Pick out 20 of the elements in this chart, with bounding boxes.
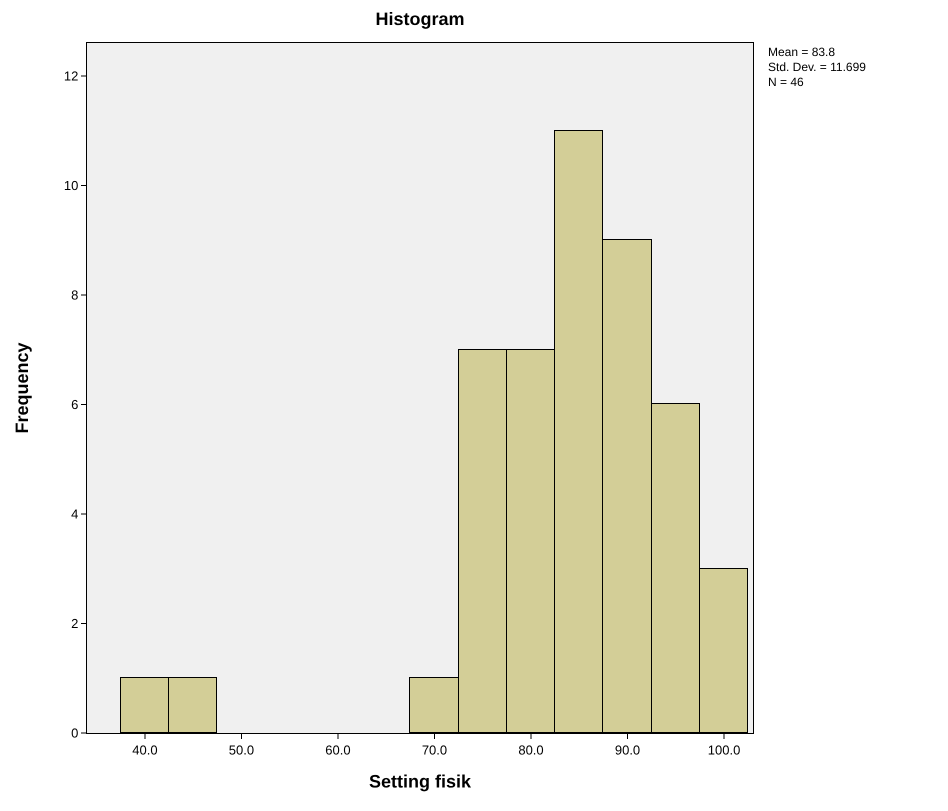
- x-tick-label: 60.0: [325, 742, 351, 758]
- y-tick-label: 2: [71, 616, 78, 632]
- x-axis-title: Setting fisik: [368, 772, 472, 792]
- text: N = 46: [768, 75, 804, 89]
- y-axis-title: Frequency: [12, 342, 32, 434]
- x-tick-label: 40.0: [132, 742, 158, 758]
- x-tick-label: 100.0: [708, 742, 740, 758]
- y-tick-label: 0: [71, 726, 78, 741]
- text: Mean = 83.8: [768, 45, 836, 59]
- y-tick-label: 8: [71, 287, 78, 302]
- x-tick-label: 50.0: [228, 742, 254, 758]
- y-tick-label: 12: [64, 68, 78, 84]
- y-tick-label: 4: [71, 506, 78, 522]
- x-tick-label: 90.0: [614, 742, 640, 758]
- x-tick-label: 70.0: [422, 742, 448, 758]
- x-tick-label: 80.0: [518, 742, 544, 758]
- chart-title: Histogram: [375, 8, 465, 29]
- y-tick-label: 10: [64, 178, 78, 193]
- y-tick-label: 6: [71, 396, 78, 412]
- text: Std. Dev. = 11.699: [768, 60, 866, 74]
